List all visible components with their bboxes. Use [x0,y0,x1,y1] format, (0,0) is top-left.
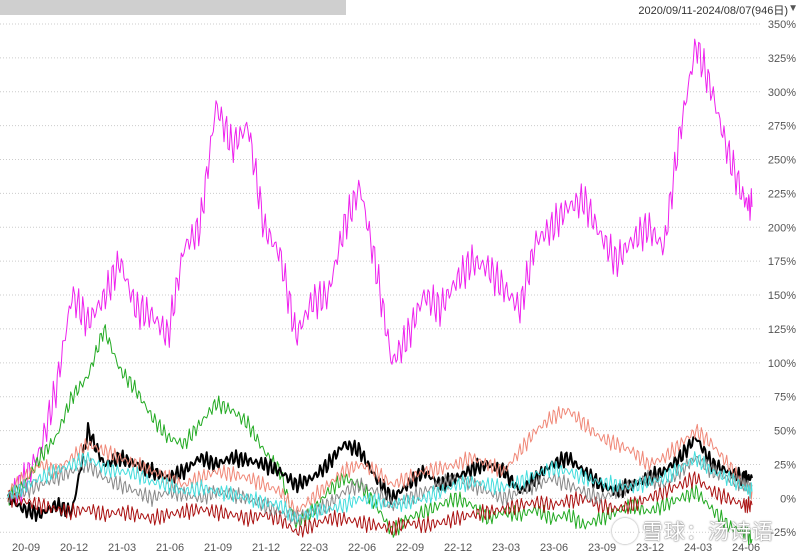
y-tick-label: 150% [768,290,796,302]
x-tick-label: 20-09 [12,542,40,554]
y-tick-label: 225% [768,188,796,200]
y-tick-label: 75% [774,392,796,404]
x-tick-label: 22-12 [444,542,472,554]
x-tick-label: 21-03 [108,542,136,554]
x-tick-label: 23-09 [588,542,616,554]
y-tick-label: 325% [768,53,796,65]
x-tick-label: 24-03 [684,542,712,554]
series-line [7,471,753,538]
date-range-bar [0,0,346,15]
x-tick-label: 22-03 [300,542,328,554]
watermark-text: 雪球：汤诗语 [642,520,774,544]
x-tick-label: 21-12 [252,542,280,554]
series-line [7,38,753,504]
x-tick-label: 23-06 [540,542,568,554]
series-line [7,451,753,523]
x-tick-label: 22-06 [348,542,376,554]
y-tick-label: 175% [768,256,796,268]
y-tick-label: 25% [774,459,796,471]
x-tick-label: 21-09 [204,542,232,554]
y-tick-label: 200% [768,222,796,234]
y-tick-label: 350% [768,19,796,31]
x-tick-label: 20-12 [60,542,88,554]
x-tick-label: 21-06 [156,542,184,554]
triangle-down-icon[interactable]: ▼ [788,3,798,14]
snowball-logo-icon [612,518,638,544]
x-axis-ticks: 20-09 20-12 21-03 21-06 21-09 21-12 22-03 22-06… [12,542,760,554]
y-tick-label: 125% [768,324,796,336]
series-layer [7,38,753,546]
y-axis-ticks: -25% 0% 25% 50% 75% 100% 125% 150% 175% 200% 225% 2… [768,19,796,539]
series-line [7,324,753,546]
x-tick-label: 22-09 [396,542,424,554]
y-tick-label: 50% [774,426,796,438]
y-tick-label: 300% [768,87,796,99]
y-tick-label: 0% [780,493,796,505]
y-tick-label: 275% [768,121,796,133]
x-tick-label: 23-03 [492,542,520,554]
x-tick-label: 23-12 [636,542,664,554]
x-tick-label: 24-06 [732,542,760,554]
y-tick-label: 100% [768,358,796,370]
y-tick-label: 250% [768,155,796,167]
date-range-label[interactable]: 2020/09/11-2024/08/07(946日) [638,5,788,17]
y-tick-label: -25% [770,527,796,539]
chart-grid [0,23,760,533]
watermark: 雪球：汤诗语 [612,516,774,546]
